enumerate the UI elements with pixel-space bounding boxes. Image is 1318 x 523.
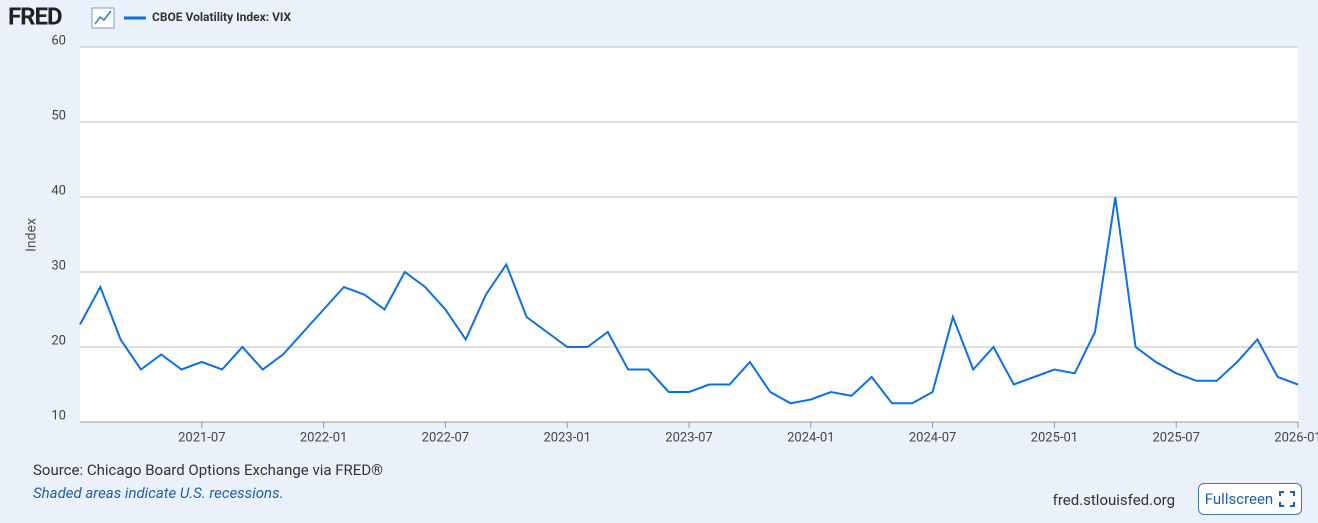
fullscreen-icon <box>1279 491 1296 507</box>
logo: FRED <box>8 2 62 30</box>
data-line <box>79 196 1299 405</box>
x-tick-label: 2026-01 <box>1274 430 1318 445</box>
fullscreen-button[interactable]: Fullscreen <box>1198 483 1302 515</box>
x-tick-label: 2024-01 <box>787 430 834 445</box>
fullscreen-label: Fullscreen <box>1204 490 1274 508</box>
legend-label: CBOE Volatility Index: VIX <box>152 10 292 24</box>
y-tick-label: 40 <box>51 183 66 198</box>
plot-area <box>80 47 1298 422</box>
x-tick-label: 2024-07 <box>909 430 956 445</box>
x-tick-label: 2021-07 <box>178 430 225 445</box>
x-tick-label: 2025-07 <box>1152 430 1199 445</box>
recession-note: Shaded areas indicate U.S. recessions. <box>33 484 283 502</box>
y-tick-label: 20 <box>51 333 66 348</box>
y-tick-label: 10 <box>51 408 66 423</box>
x-tick-label: 2025-01 <box>1031 430 1078 445</box>
x-tick-label: 2023-01 <box>543 430 590 445</box>
source: Source: Chicago Board Options Exchange v… <box>33 461 383 479</box>
x-tick-label: 2023-07 <box>665 430 712 445</box>
y-axis-label: Index <box>24 218 40 252</box>
y-tick-label: 50 <box>51 108 66 123</box>
y-tick-label: 60 <box>51 33 66 48</box>
x-tick-label: 2022-07 <box>422 430 469 445</box>
logo-icon <box>91 7 115 29</box>
x-tick-label: 2022-01 <box>300 430 347 445</box>
y-tick-label: 30 <box>51 258 66 273</box>
site-link: fred.stlouisfed.org <box>1053 491 1175 509</box>
